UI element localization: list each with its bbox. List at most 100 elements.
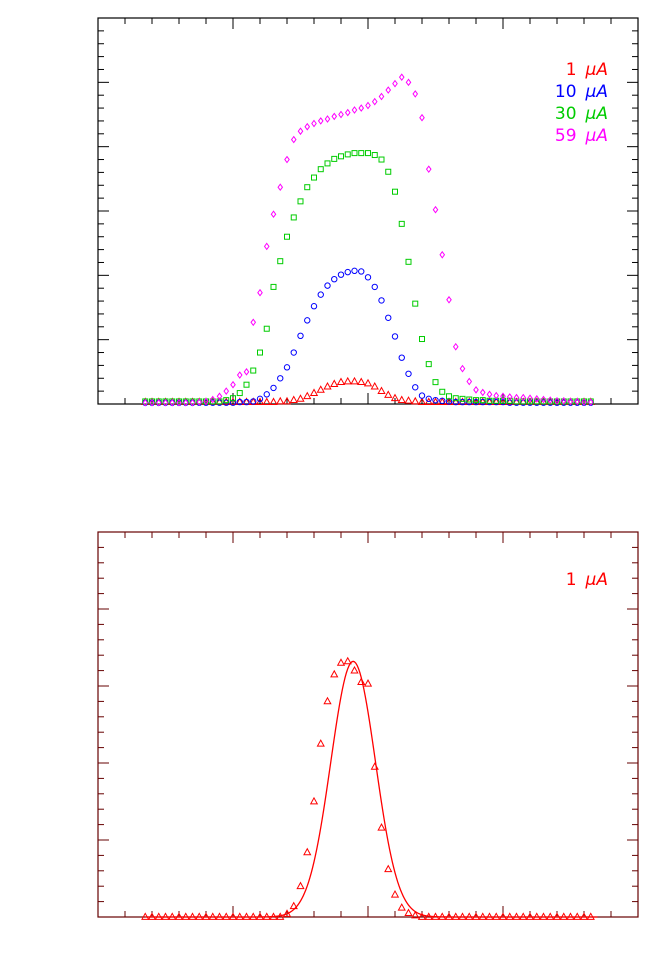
data-point	[391, 333, 399, 340]
data-point	[311, 119, 317, 128]
data-point	[513, 398, 520, 405]
data-point	[331, 155, 338, 162]
data-point	[282, 396, 292, 405]
data-point	[398, 354, 405, 361]
data-point	[324, 282, 331, 289]
data-point	[390, 890, 400, 898]
data-point	[243, 367, 250, 376]
gaussian-fit-line	[145, 660, 598, 918]
data-point	[317, 291, 324, 298]
data-point	[343, 656, 352, 665]
series-30-uA	[142, 150, 594, 405]
data-point	[277, 183, 284, 192]
data-point	[155, 398, 162, 407]
data-point	[169, 398, 176, 407]
data-point	[587, 398, 594, 406]
data-point	[277, 258, 284, 265]
data-point	[405, 78, 412, 87]
data-point	[540, 395, 547, 404]
data-point	[358, 104, 365, 112]
data-point	[351, 106, 358, 114]
data-point	[208, 397, 217, 405]
data-point	[459, 395, 466, 402]
data-point	[385, 314, 392, 321]
data-point	[486, 390, 493, 399]
data-point	[466, 377, 473, 386]
data-point	[316, 739, 325, 747]
data-point	[486, 397, 493, 404]
legend-number: 1	[566, 570, 577, 590]
plot-frame	[97, 531, 639, 918]
data-point	[513, 393, 520, 402]
data-point	[350, 665, 359, 674]
data-point	[473, 397, 479, 404]
data-point	[500, 392, 506, 401]
data-point	[283, 364, 291, 371]
data-point	[309, 796, 319, 805]
data-point	[459, 364, 466, 373]
data-point	[284, 155, 290, 164]
data-point	[297, 332, 304, 340]
data-point	[547, 396, 554, 404]
data-point	[540, 398, 547, 405]
data-point	[527, 394, 533, 403]
legend-entry: 10 μA	[555, 82, 608, 102]
data-point	[162, 398, 169, 407]
data-point	[363, 378, 373, 387]
data-point	[256, 395, 264, 403]
data-point	[324, 160, 331, 167]
data-point	[203, 397, 209, 406]
data-point	[196, 398, 203, 406]
data-point	[304, 184, 311, 191]
data-point	[432, 396, 439, 404]
data-point	[296, 394, 305, 402]
data-point	[236, 371, 243, 379]
data-point	[250, 398, 257, 405]
data-point	[438, 397, 447, 405]
data-point	[533, 395, 540, 403]
data-point	[358, 268, 365, 275]
legend-number: 1	[566, 60, 577, 80]
data-point	[344, 151, 351, 158]
data-point	[290, 135, 297, 144]
data-point	[533, 398, 540, 405]
data-point	[412, 90, 419, 98]
data-point	[560, 396, 567, 405]
data-point	[257, 288, 263, 297]
data-point	[215, 397, 224, 405]
data-point	[417, 912, 427, 920]
data-point	[270, 210, 277, 219]
data-point	[411, 396, 420, 405]
data-point	[417, 397, 427, 405]
series-59-uA	[142, 73, 594, 407]
data-point	[250, 318, 257, 327]
data-point	[404, 908, 413, 917]
data-point	[452, 342, 459, 351]
data-point	[243, 381, 250, 388]
data-point	[473, 386, 479, 394]
plot-frame	[97, 17, 639, 405]
data-point	[223, 387, 230, 395]
data-point	[384, 390, 393, 398]
data-point	[390, 393, 400, 402]
data-point	[182, 398, 189, 407]
data-point	[303, 847, 312, 856]
data-point	[411, 910, 420, 919]
data-point	[223, 397, 230, 404]
data-point	[412, 300, 419, 307]
data-point	[269, 397, 278, 405]
data-point	[452, 395, 459, 402]
data-point	[505, 397, 514, 405]
data-point	[398, 73, 405, 82]
data-point	[209, 398, 216, 405]
data-point	[304, 122, 311, 131]
data-point	[425, 165, 432, 174]
data-point	[338, 110, 344, 119]
data-point	[459, 398, 466, 406]
data-point	[276, 396, 285, 405]
data-point	[263, 391, 270, 398]
data-point	[385, 86, 392, 94]
data-point	[263, 242, 270, 251]
data-point	[289, 395, 298, 404]
data-point	[506, 393, 513, 401]
